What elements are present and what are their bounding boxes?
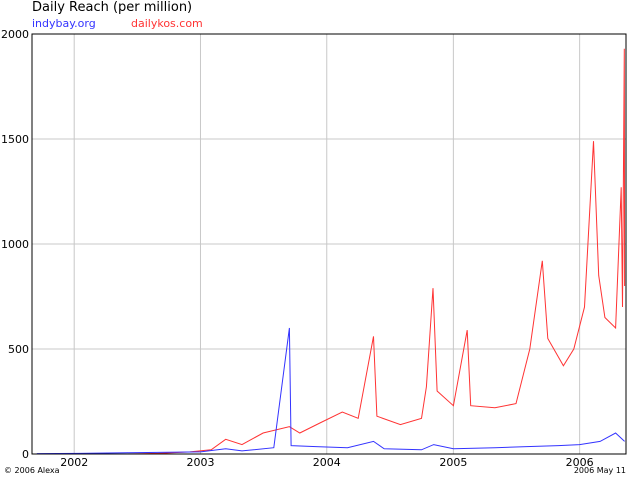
y-tick-label: 2000 [1,28,29,41]
legend-dailykos: dailykos.com [131,17,203,30]
y-tick-label: 500 [8,343,29,356]
x-tick-label: 2002 [60,456,88,469]
legend-indybay: indybay.org [32,17,96,30]
plot-frame [31,33,627,455]
x-tick-label: 2006 [566,456,594,469]
chart-date: 2006 May 11 [573,466,626,475]
x-tick-label: 2004 [313,456,341,469]
y-tick-label: 0 [22,448,29,461]
series-line-dailykos-com [36,48,626,455]
series-line-indybay-org [36,327,625,455]
x-tick-label: 2005 [439,456,467,469]
copyright: © 2006 Alexa [4,466,60,475]
y-tick-label: 1000 [1,238,29,251]
x-tick-label: 2003 [186,456,214,469]
chart-title: Daily Reach (per million) [32,0,193,15]
y-tick-label: 1500 [1,133,29,146]
